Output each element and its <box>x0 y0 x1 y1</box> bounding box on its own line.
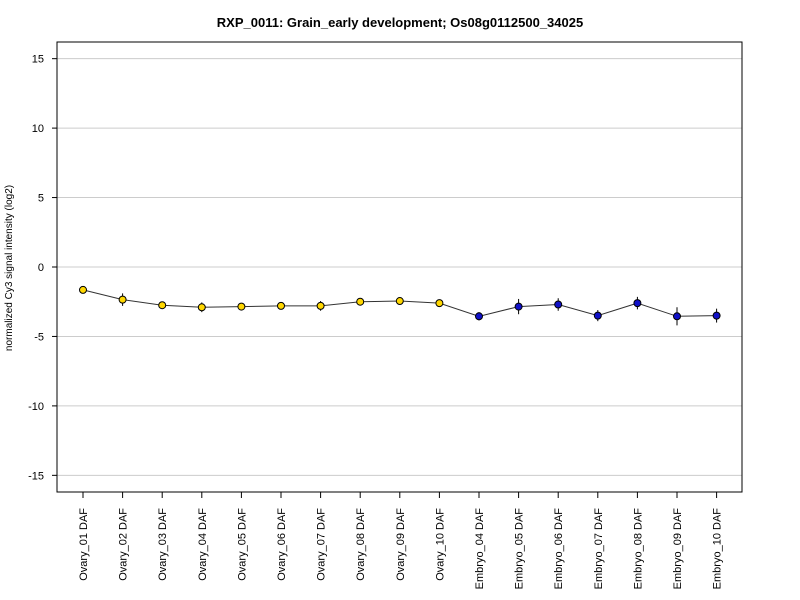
y-tick-label: 5 <box>38 193 44 205</box>
y-tick-label: 15 <box>32 54 44 66</box>
data-point <box>593 311 602 320</box>
y-tick-label: -5 <box>34 331 44 343</box>
x-tick-label: Embryo_07 DAF <box>593 508 605 590</box>
x-tick-label: Embryo_05 DAF <box>514 508 526 590</box>
data-point <box>316 301 325 310</box>
x-tick-label: Embryo_10 DAF <box>712 508 724 590</box>
x-tick-label: Ovary_07 DAF <box>316 508 328 581</box>
chart-title: RXP_0011: Grain_early development; Os08g… <box>217 15 583 30</box>
data-point <box>633 299 642 308</box>
x-tick-label: Ovary_04 DAF <box>197 508 209 581</box>
x-tick-label: Ovary_10 DAF <box>434 508 446 581</box>
y-tick-label: -15 <box>28 470 44 482</box>
data-point <box>712 311 721 320</box>
data-point <box>356 297 365 306</box>
x-tick-label: Ovary_01 DAF <box>78 508 90 581</box>
data-point <box>475 312 483 321</box>
data-point <box>514 302 523 311</box>
data-point <box>554 300 563 309</box>
x-tick-label: Ovary_08 DAF <box>355 508 367 581</box>
data-point <box>197 303 206 312</box>
data-point <box>435 299 444 308</box>
data-point <box>79 285 87 294</box>
data-point <box>237 302 246 311</box>
data-point <box>395 297 404 306</box>
data-point <box>158 301 167 310</box>
x-axis: Ovary_01 DAF Ovary_02 DAF Ovary_03 DAF Ovar… <box>78 492 724 589</box>
x-tick-label: Embryo_06 DAF <box>553 508 565 590</box>
x-tick-label: Ovary_06 DAF <box>276 508 288 581</box>
y-tick-label: 10 <box>32 123 44 135</box>
x-tick-label: Ovary_05 DAF <box>236 508 248 581</box>
y-axis: -15 -10 -5 0 5 10 15 <box>28 54 57 482</box>
x-tick-label: Embryo_04 DAF <box>474 508 486 590</box>
y-tick-label: 0 <box>38 262 44 274</box>
series <box>79 285 721 326</box>
x-tick-label: Embryo_09 DAF <box>672 508 684 590</box>
data-point <box>118 295 127 304</box>
y-axis-label: normalized Cy3 signal intensity (log2) <box>4 185 15 351</box>
x-tick-label: Ovary_02 DAF <box>118 508 130 581</box>
y-tick-label: -10 <box>28 401 44 413</box>
data-point <box>277 301 285 310</box>
x-tick-label: Ovary_03 DAF <box>157 508 169 581</box>
x-tick-label: Embryo_08 DAF <box>632 508 644 590</box>
data-point <box>673 312 681 321</box>
x-tick-label: Ovary_09 DAF <box>395 508 407 581</box>
gridlines <box>57 58 742 476</box>
